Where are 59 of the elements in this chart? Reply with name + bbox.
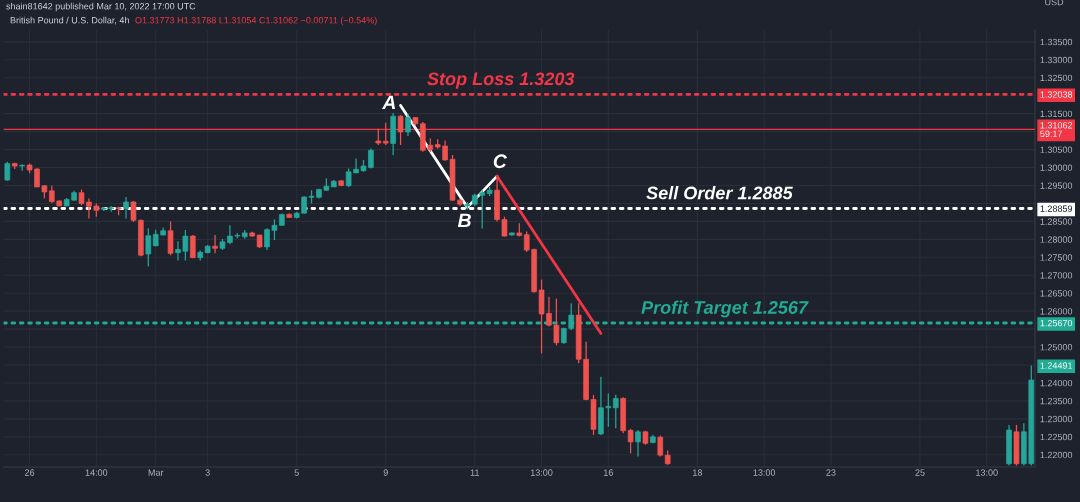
candlestick [212, 234, 218, 254]
y2-tick-label: 1.31062 59:17 [1040, 122, 1073, 137]
candlestick [167, 220, 174, 256]
x-tick-label: 13:00 [530, 469, 553, 476]
x-tick-label: 9 [383, 469, 388, 476]
y-tick-label: 1.31500 [1040, 110, 1073, 118]
candlestick [405, 113, 411, 137]
x-tick-label: 16 [604, 469, 613, 476]
y-tick-label: 1.23000 [1040, 415, 1073, 423]
candlestick [382, 122, 389, 146]
x-tick-label: 5 [294, 469, 299, 476]
y-tick-label: 1.27000 [1040, 272, 1073, 279]
chart-title: British Pound / U.S. Dollar, 4h [10, 16, 129, 25]
x-tick-label: 25 [915, 469, 925, 476]
y-tick-label: 1.22500 [1040, 433, 1073, 441]
x-tick-label: 14:00 [85, 469, 108, 476]
y-tick-label: 1.28500 [1040, 218, 1073, 225]
text: shain81642 published Mar 10, 2022 17:00 UTC [6, 2, 196, 12]
y-tick-label: 1.28000 [1040, 236, 1073, 243]
data-label: C [493, 154, 508, 169]
y-tick-label: 1.23500 [1040, 397, 1073, 405]
x-tick-label: 26 [25, 469, 35, 476]
candlestick [4, 161, 11, 182]
y2-tick-label: 1.32038 [1040, 91, 1073, 98]
y-tick-label: 1.30000 [1040, 164, 1073, 171]
x-tick-label: 18 [693, 469, 703, 476]
y2-tick-label: 1.28859 [1040, 205, 1073, 212]
chart-subtitle: O1.31773 H1.31788 L1.31054 C1.31062 −0.00711 (−0.54%) [135, 16, 377, 26]
x-tick-label: 11 [470, 469, 480, 476]
x-tick-label: 13:00 [976, 469, 998, 476]
x-tick-label: 23 [826, 469, 836, 476]
y-tick-label: 1.32500 [1040, 74, 1073, 82]
candlestick [123, 196, 129, 220]
y2-tick-label: 1.25670 [1040, 319, 1073, 327]
x-tick-label: 13:00 [753, 469, 776, 476]
y-tick-label: 1.22000 [1040, 451, 1073, 459]
y-tick-label: 1.26500 [1040, 290, 1073, 297]
data-label: A [381, 95, 395, 110]
y-tick-label: 1.29500 [1040, 182, 1073, 189]
candlestick [612, 394, 619, 429]
y-tick-label: 1.33500 [1040, 38, 1073, 46]
y-tick-label: 1.25000 [1040, 344, 1073, 351]
y-tick-label: 1.26000 [1040, 308, 1073, 315]
candlestick [145, 227, 152, 267]
y-tick-label: 1.24000 [1040, 379, 1073, 387]
y2-tick-label: 1.24491 [1040, 362, 1073, 369]
ref-line-label: Profit Target 1.2567 [641, 300, 809, 318]
candlestick [397, 114, 404, 146]
y-tick-label: 1.33000 [1040, 56, 1073, 64]
candlestick [657, 434, 664, 458]
ref-line-label: Stop Loss 1.3203 [427, 72, 575, 89]
ref-line-label: Sell Order 1.2885 [646, 186, 793, 200]
x-tick-label: Mar [148, 469, 164, 476]
x-tick-label: 3 [205, 469, 210, 476]
y-tick-label: 1.30500 [1040, 146, 1073, 153]
y-tick-label: 1.27500 [1040, 254, 1073, 261]
candlestick [627, 428, 634, 454]
data-label: B [457, 213, 471, 228]
candlestick [635, 429, 641, 458]
